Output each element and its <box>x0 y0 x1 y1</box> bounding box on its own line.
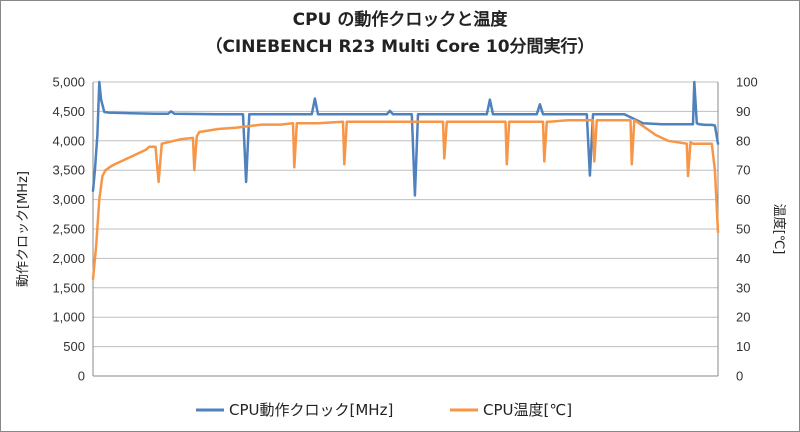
chart-title: CPU の動作クロックと温度 <box>293 9 509 30</box>
left-tick-label: 0 <box>78 369 85 384</box>
left-tick-label: 3,000 <box>52 192 85 207</box>
series-line-temperature <box>91 118 720 281</box>
left-tick-label: 2,500 <box>52 222 85 237</box>
left-tick-label: 5,000 <box>52 75 85 90</box>
legend-label-temperature: CPU温度[℃] <box>483 401 572 419</box>
right-tick-label: 40 <box>736 251 750 266</box>
left-tick-label: 1,500 <box>52 280 85 295</box>
right-axis-ticks: 0 10 20 30 40 50 60 70 80 90 100 <box>736 75 758 384</box>
right-tick-label: 90 <box>736 104 750 119</box>
right-tick-label: 70 <box>736 163 750 178</box>
right-tick-label: 60 <box>736 192 750 207</box>
legend-item-clock[interactable]: CPU動作クロック[MHz] <box>196 401 393 419</box>
left-axis-ticks: 0 500 1,000 1,500 2,000 2,500 3,000 3,500 4,000 4… <box>52 75 85 384</box>
legend-label-clock: CPU動作クロック[MHz] <box>229 401 393 419</box>
right-tick-label: 80 <box>736 133 750 148</box>
right-tick-label: 20 <box>736 310 750 325</box>
left-tick-label: 2,000 <box>52 251 85 266</box>
right-tick-label: 50 <box>736 222 750 237</box>
series-lines <box>91 80 720 281</box>
left-tick-label: 500 <box>63 339 85 354</box>
legend: CPU動作クロック[MHz] CPU温度[℃] <box>196 401 572 419</box>
series-line-clock <box>91 80 720 197</box>
left-tick-label: 1,000 <box>52 310 85 325</box>
right-tick-label: 30 <box>736 280 750 295</box>
right-axis-label: 温度[℃] <box>771 204 787 255</box>
left-tick-label: 4,000 <box>52 133 85 148</box>
right-tick-label: 10 <box>736 339 750 354</box>
left-axis-label: 動作クロック[MHz] <box>16 171 31 287</box>
chart-subtitle: （CINEBENCH R23 Multi Core 10分間実行） <box>205 36 594 57</box>
legend-item-temperature[interactable]: CPU温度[℃] <box>450 401 572 419</box>
right-tick-label: 0 <box>736 369 743 384</box>
right-tick-label: 100 <box>736 75 758 90</box>
left-tick-label: 3,500 <box>52 163 85 178</box>
left-tick-label: 4,500 <box>52 104 85 119</box>
